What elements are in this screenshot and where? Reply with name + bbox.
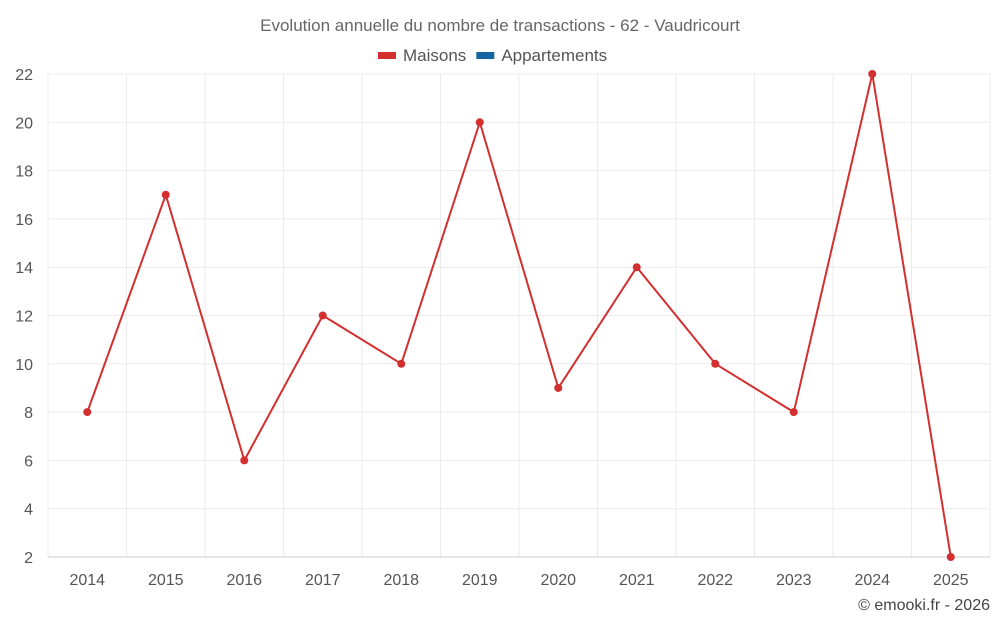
y-tick-label: 2 bbox=[24, 550, 33, 567]
legend-label: Appartements bbox=[501, 46, 607, 65]
legend-item-1[interactable]: Appartements bbox=[476, 46, 607, 65]
y-tick-label: 4 bbox=[24, 502, 33, 519]
y-tick-label: 20 bbox=[15, 115, 33, 132]
data-point[interactable] bbox=[711, 359, 720, 368]
y-tick-label: 12 bbox=[15, 309, 33, 326]
data-point[interactable] bbox=[240, 456, 249, 465]
legend: Maisons Appartements bbox=[378, 46, 607, 65]
x-tick-label: 2015 bbox=[148, 572, 184, 589]
data-point[interactable] bbox=[632, 263, 641, 272]
y-tick-label: 16 bbox=[15, 212, 33, 229]
x-tick-label: 2014 bbox=[69, 572, 105, 589]
data-point[interactable] bbox=[789, 408, 798, 417]
grid bbox=[47, 73, 991, 558]
data-point[interactable] bbox=[397, 359, 406, 368]
data-point[interactable] bbox=[83, 408, 92, 417]
x-tick-label: 2020 bbox=[540, 572, 576, 589]
x-tick-label: 2019 bbox=[462, 572, 498, 589]
y-axis: 2 4 6 8 10 12 14 16 18 20 22 bbox=[15, 67, 33, 567]
data-point[interactable] bbox=[318, 311, 327, 320]
x-tick-label: 2016 bbox=[226, 572, 262, 589]
legend-swatch bbox=[378, 52, 396, 59]
legend-item-0[interactable]: Maisons bbox=[378, 46, 466, 65]
x-tick-label: 2023 bbox=[776, 572, 812, 589]
data-point[interactable] bbox=[475, 118, 484, 127]
data-point[interactable] bbox=[161, 190, 170, 199]
chart-title: Evolution annuelle du nombre de transact… bbox=[260, 16, 740, 35]
x-tick-label: 2025 bbox=[933, 572, 969, 589]
credit-text: © emooki.fr - 2026 bbox=[858, 597, 990, 614]
y-tick-label: 8 bbox=[24, 405, 33, 422]
x-tick-label: 2021 bbox=[619, 572, 655, 589]
data-point[interactable] bbox=[868, 70, 877, 78]
x-tick-label: 2024 bbox=[854, 572, 890, 589]
y-tick-label: 18 bbox=[15, 164, 33, 181]
data-point[interactable] bbox=[946, 553, 955, 561]
y-tick-label: 22 bbox=[15, 67, 33, 84]
y-tick-label: 14 bbox=[15, 260, 33, 277]
legend-swatch bbox=[476, 52, 495, 59]
legend-label: Maisons bbox=[403, 46, 466, 65]
data-point[interactable] bbox=[554, 383, 563, 392]
series-group bbox=[83, 70, 955, 561]
x-tick-label: 2017 bbox=[305, 572, 341, 589]
y-tick-label: 10 bbox=[15, 357, 33, 374]
y-tick-label: 6 bbox=[24, 453, 33, 470]
series-line-0 bbox=[86, 73, 952, 558]
x-tick-label: 2022 bbox=[697, 572, 733, 589]
x-axis: 2014 2015 2016 2017 2018 2019 2020 2021 2022 2023… bbox=[69, 572, 968, 589]
x-tick-label: 2018 bbox=[383, 572, 419, 589]
